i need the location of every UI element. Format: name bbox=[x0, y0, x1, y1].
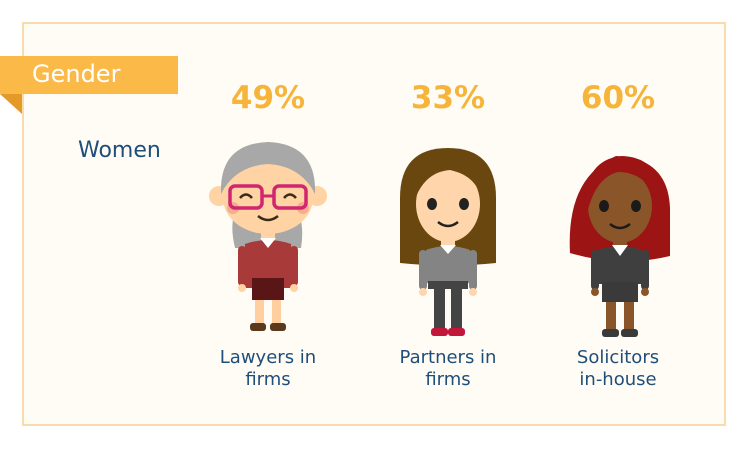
section-title: Gender bbox=[32, 60, 121, 88]
woman-solicitor-icon bbox=[569, 156, 670, 337]
percent-partners: 33% bbox=[410, 80, 486, 116]
caption-lawyers-line2: firms bbox=[245, 369, 291, 390]
caption-lawyers-line1: Lawyers in bbox=[219, 347, 317, 368]
row-label-women: Women bbox=[78, 138, 161, 163]
ribbon-fold bbox=[0, 94, 22, 114]
caption-partners-line2: firms bbox=[425, 369, 471, 390]
caption-lawyers: Lawyers in firms bbox=[178, 347, 358, 391]
caption-solicitors: Solicitors in-house bbox=[528, 347, 708, 391]
caption-partners-line1: Partners in bbox=[399, 347, 497, 368]
section-ribbon bbox=[0, 56, 178, 94]
woman-partner-icon bbox=[400, 148, 496, 336]
caption-partners: Partners in firms bbox=[358, 347, 538, 391]
woman-lawyer-icon bbox=[209, 142, 327, 331]
caption-solicitors-line1: Solicitors bbox=[576, 347, 660, 368]
percent-solicitors: 60% bbox=[580, 80, 656, 116]
percent-lawyers: 49% bbox=[230, 80, 306, 116]
caption-solicitors-line2: in-house bbox=[579, 369, 657, 390]
